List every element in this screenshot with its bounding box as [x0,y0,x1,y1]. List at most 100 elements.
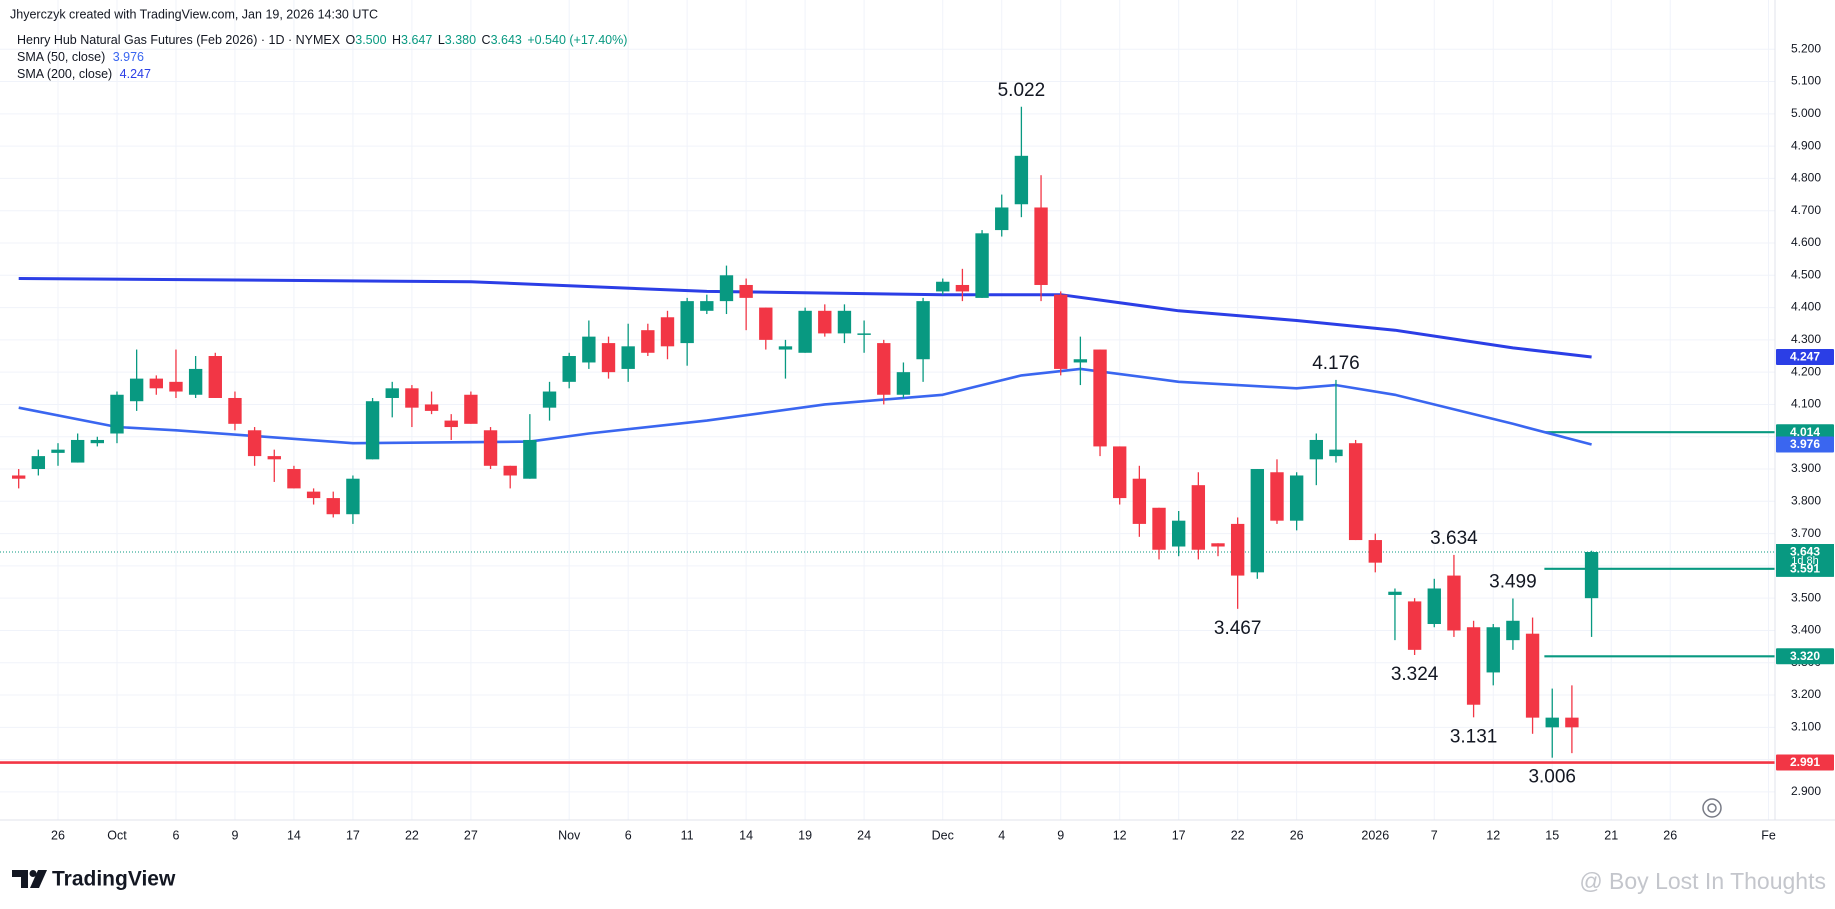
clock-icon-inner [1707,803,1717,813]
price-label: 4.176 [1312,353,1360,374]
candle-body [169,381,183,392]
candle-body [1113,446,1127,499]
price-label: 3.324 [1391,664,1439,685]
x-tick-label: 14 [739,828,753,842]
axes: 5.200 5.100 5.000 4.900 4.800 4.700 4.600 4.500… [51,41,1821,842]
candle-body [916,301,930,360]
candle-body [129,378,144,402]
price-label: 3.006 [1528,767,1576,788]
sma-line [18,367,1592,446]
candle-body [1348,443,1363,541]
candle-body [601,343,616,373]
price-label: 3.634 [1430,528,1478,549]
candle-body [1584,552,1599,599]
x-tick-label: 24 [857,828,871,842]
candle-body [267,456,281,460]
candle-body [739,284,753,298]
candle-body [1230,523,1245,576]
logo-mark [30,870,47,888]
y-tick-label: 4.800 [1791,171,1821,185]
candle-body [1014,155,1029,205]
candle-body [1211,543,1225,547]
candle-body [1171,520,1186,547]
candle-body [1466,627,1481,705]
price-label: 3.467 [1214,618,1262,639]
candle-body [1506,620,1520,641]
x-tick-label: 14 [287,828,301,842]
price-tag [1776,648,1834,665]
x-tick-label: 21 [1604,828,1618,842]
indicator-legend: SMA (50, close) 3.976 [17,50,144,64]
brand-logo [12,870,47,888]
candle-body [346,478,360,515]
brand: TradingView [52,868,176,891]
x-tick-label: 11 [681,828,694,842]
candle-body [798,310,812,353]
y-tick-label: 4.700 [1791,203,1821,217]
candle-body [149,378,163,389]
clock-icon[interactable] [1702,798,1722,818]
candles [11,106,1599,758]
candle-body [1132,478,1147,524]
price-tag-label: 3.976 [1790,437,1820,451]
candle-body [877,343,891,395]
y-tick-label: 3.500 [1791,590,1821,604]
candle-body [1093,349,1107,447]
candle-body [1309,439,1323,460]
countdown: 1d 8h [1791,555,1819,567]
levels [0,431,1775,764]
candle-body [837,310,852,334]
candle-body [857,333,871,335]
candle-body [1034,207,1048,285]
x-tick-label: 6 [172,828,179,842]
y-tick-label: 3.400 [1791,623,1821,637]
price-tag [1776,754,1834,771]
x-tick-label: 17 [1172,828,1186,842]
candle-body [31,456,46,470]
candle-body [955,284,970,292]
candle-body [1388,591,1402,595]
candle-body [247,430,262,457]
price-label: 3.499 [1489,572,1537,593]
x-tick-label: 12 [1486,828,1500,842]
candle-body [1545,717,1559,728]
symbol: Henry Hub Natural Gas Futures (Feb 2026)… [17,33,341,47]
candle-body [1407,601,1422,650]
candle-body [719,275,734,302]
price-tag-label: 2.991 [1790,755,1820,769]
y-tick-label: 3.800 [1791,493,1821,507]
candle-body [503,465,517,476]
timezone-button[interactable] [1702,798,1722,818]
indicator-legend: SMA (200, close) 4.247 [17,67,151,81]
logo-mark [12,870,28,888]
candle-body [464,394,478,424]
y-tick-label: 4.200 [1791,364,1821,378]
candle-body [660,317,675,347]
price-tag-label: 3.591 [1790,561,1820,575]
candle-body [582,336,596,363]
x-tick-label: 15 [1545,828,1559,842]
price-tag [1776,436,1834,453]
credit: Jhyerczyk created with TradingView.com, … [10,7,378,21]
ohlc-value: 3.380 [445,33,476,47]
candle-body [1191,485,1206,550]
candle-body [936,281,950,292]
candle-body [444,420,458,428]
candle-body [621,346,635,369]
x-tick-label: 17 [346,828,360,842]
candle-body [818,310,832,334]
candle-body [1270,472,1284,521]
candle-body [424,404,439,411]
price-tag-label: 4.014 [1790,425,1820,439]
y-tick-label: 4.500 [1791,267,1821,281]
ohlc-value: 3.500 [355,33,386,47]
candle-body [523,439,537,479]
price-label: 5.022 [998,80,1046,101]
indicators [18,277,1592,446]
y-tick-label: 3.100 [1791,720,1821,734]
y-tick-label: 4.600 [1791,235,1821,249]
candle-body [70,439,85,463]
